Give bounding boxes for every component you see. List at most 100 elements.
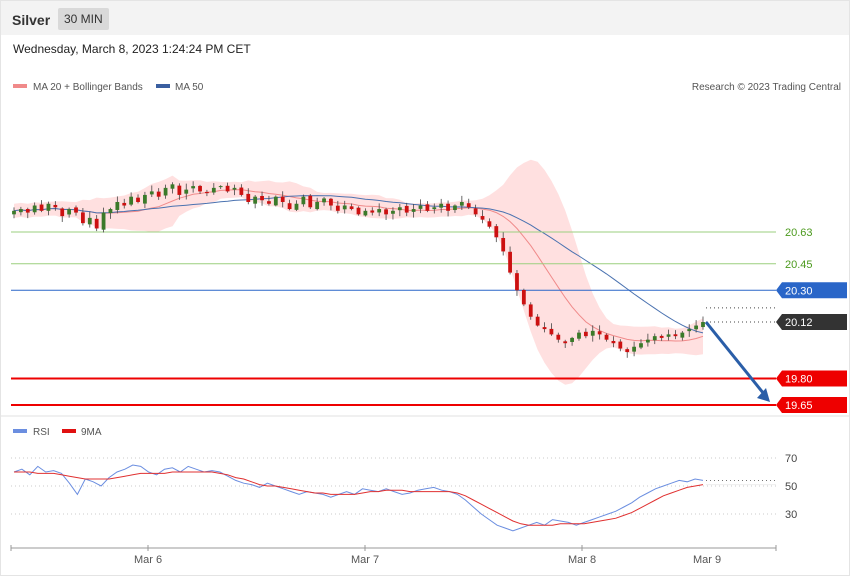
candle-body	[149, 191, 154, 195]
rsi-line	[13, 464, 704, 532]
candle-body	[508, 251, 512, 273]
candle-body	[487, 221, 492, 227]
candle-body	[94, 218, 99, 229]
timeframe-badge[interactable]: 30 MIN	[58, 8, 109, 30]
candle-body	[60, 208, 65, 217]
moving-averages	[13, 189, 704, 342]
candle-body	[687, 329, 692, 332]
candle-body	[322, 198, 326, 203]
instrument-title: Silver	[12, 12, 51, 28]
source-credit: Research © 2023 Trading Central	[692, 82, 841, 93]
level-label-19.80: 19.80	[785, 374, 813, 386]
candle-body	[673, 334, 678, 337]
candle-body	[356, 207, 361, 215]
candle-body	[590, 330, 595, 336]
candle-body	[53, 204, 58, 208]
candle-body	[143, 194, 147, 204]
rsi-ma-legend-label: 9MA	[81, 427, 102, 438]
level-tag-20.12	[776, 314, 847, 331]
candle-body	[632, 346, 636, 352]
candle-body	[46, 203, 51, 211]
candle-body	[225, 185, 230, 192]
ma50-legend-swatch	[156, 84, 170, 88]
candle-body	[542, 327, 547, 330]
candle-body	[701, 322, 705, 328]
candle-body	[391, 210, 395, 214]
time-axis-labels: Mar 6 Mar 7 Mar 8 Mar 9	[10, 545, 777, 566]
candle-body	[198, 185, 202, 192]
ma50-legend-label: MA 50	[175, 82, 204, 93]
candle-body	[459, 201, 464, 206]
candle-body	[563, 341, 568, 344]
candle-body	[315, 201, 320, 210]
candle-body	[549, 328, 554, 335]
candle-body	[645, 339, 650, 343]
rsi-ma-legend-swatch	[62, 429, 76, 433]
candle-body	[625, 349, 630, 353]
candle-body	[652, 336, 657, 341]
candle-body	[349, 206, 354, 210]
candle-body	[329, 198, 333, 206]
candle-body	[170, 184, 175, 189]
candle-body	[604, 334, 609, 340]
candle-body	[659, 335, 664, 338]
candle-body	[115, 201, 120, 210]
rsi-ma-line	[14, 471, 704, 526]
candle-body	[583, 331, 588, 337]
ma20-legend-swatch	[13, 84, 27, 88]
candle-body	[108, 209, 113, 214]
level-tag-19.65	[776, 397, 847, 413]
candle-body	[129, 196, 134, 205]
candle-body	[418, 205, 423, 209]
level-label-20.45: 20.45	[785, 259, 813, 271]
candle-body	[439, 203, 444, 208]
candle-body	[411, 209, 416, 212]
ma20-line	[13, 189, 704, 342]
candle-body	[680, 332, 685, 338]
candle-body	[205, 191, 209, 194]
candle-body	[694, 325, 699, 330]
level-tag-20.30	[776, 282, 847, 299]
candlesticks	[12, 181, 705, 358]
candle-body	[32, 205, 37, 213]
candle-body	[370, 210, 375, 213]
candle-body	[218, 186, 223, 188]
level-label-20.63: 20.63	[785, 227, 813, 239]
candle-body	[246, 193, 251, 202]
level-label-20.30: 20.30	[785, 285, 813, 297]
candle-body	[501, 237, 506, 252]
candle-body	[618, 341, 623, 349]
candle-body	[556, 334, 561, 340]
candle-body	[12, 210, 16, 215]
candle-body	[639, 343, 643, 348]
time-label-mar-9: Mar 9	[693, 554, 721, 566]
rsi-tick-30: 30	[785, 509, 797, 521]
candle-body	[280, 196, 285, 202]
candle-body	[453, 205, 457, 211]
candle-body	[473, 208, 478, 215]
bollinger-band	[14, 159, 703, 385]
candle-body	[287, 203, 292, 210]
forecast-arrow	[704, 321, 770, 402]
level-label-20.12: 20.12	[785, 317, 813, 329]
candle-body	[301, 196, 306, 205]
candle-body	[184, 189, 189, 194]
candle-body	[177, 185, 182, 195]
candle-body	[136, 197, 140, 202]
candle-body	[267, 201, 271, 204]
candle-body	[342, 205, 347, 210]
candle-body	[425, 204, 430, 211]
candle-body	[377, 209, 382, 213]
candle-body	[18, 209, 23, 213]
time-label-mar-8: Mar 8	[568, 554, 596, 566]
candle-body	[570, 337, 574, 342]
level-tag-19.80	[776, 370, 847, 387]
candle-body	[466, 203, 471, 208]
candle-body	[597, 331, 602, 335]
forecast-arrow-head	[757, 388, 770, 402]
candle-body	[191, 186, 196, 189]
candle-body	[25, 209, 30, 213]
time-label-mar-7: Mar 7	[351, 554, 379, 566]
candle-body	[81, 212, 85, 224]
rsi-legend-swatch	[13, 429, 27, 433]
